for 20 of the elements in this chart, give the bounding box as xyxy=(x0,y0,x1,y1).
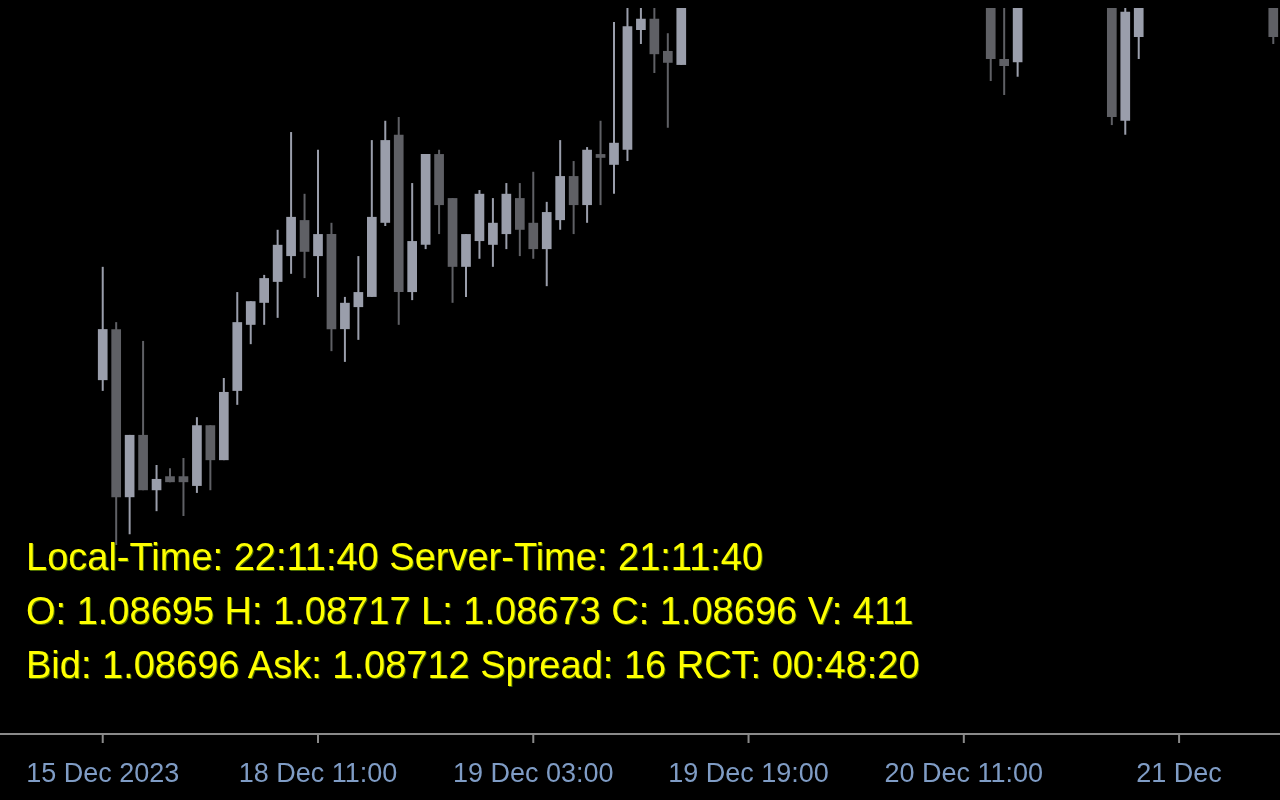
candlestick xyxy=(353,255,364,341)
x-tick-label: 19 Dec 03:00 xyxy=(452,757,614,788)
candlestick xyxy=(609,20,619,195)
candlestick xyxy=(662,32,673,129)
candlestick xyxy=(488,197,498,268)
text: Bid: 1.08696 Ask: 1.08712 Spread: 16 RCT: 00:48:20 xyxy=(26,644,920,687)
x-tick-label: 15 Dec 2023 xyxy=(26,757,180,788)
candlestick xyxy=(636,8,646,45)
x-tick-label: 18 Dec 11:00 xyxy=(238,757,398,788)
candlestick xyxy=(178,457,189,517)
candlestick xyxy=(313,148,323,298)
annotation: Local-Time: 22:11:40 Server-Time: 21:11:40 xyxy=(26,536,764,579)
candlestick xyxy=(999,8,1010,96)
candlestick xyxy=(595,119,606,207)
candlestick xyxy=(151,463,162,513)
text: O: 1.08695 H: 1.08717 L: 1.08673 C: 1.08696 V: 411 xyxy=(26,590,914,633)
x-tick-label: 21 Dec xyxy=(1136,757,1222,788)
candlestick xyxy=(245,300,256,346)
x-tick-label: 20 Dec 11:00 xyxy=(884,757,1044,788)
x-tick-label: 19 Dec 19:00 xyxy=(668,757,829,788)
